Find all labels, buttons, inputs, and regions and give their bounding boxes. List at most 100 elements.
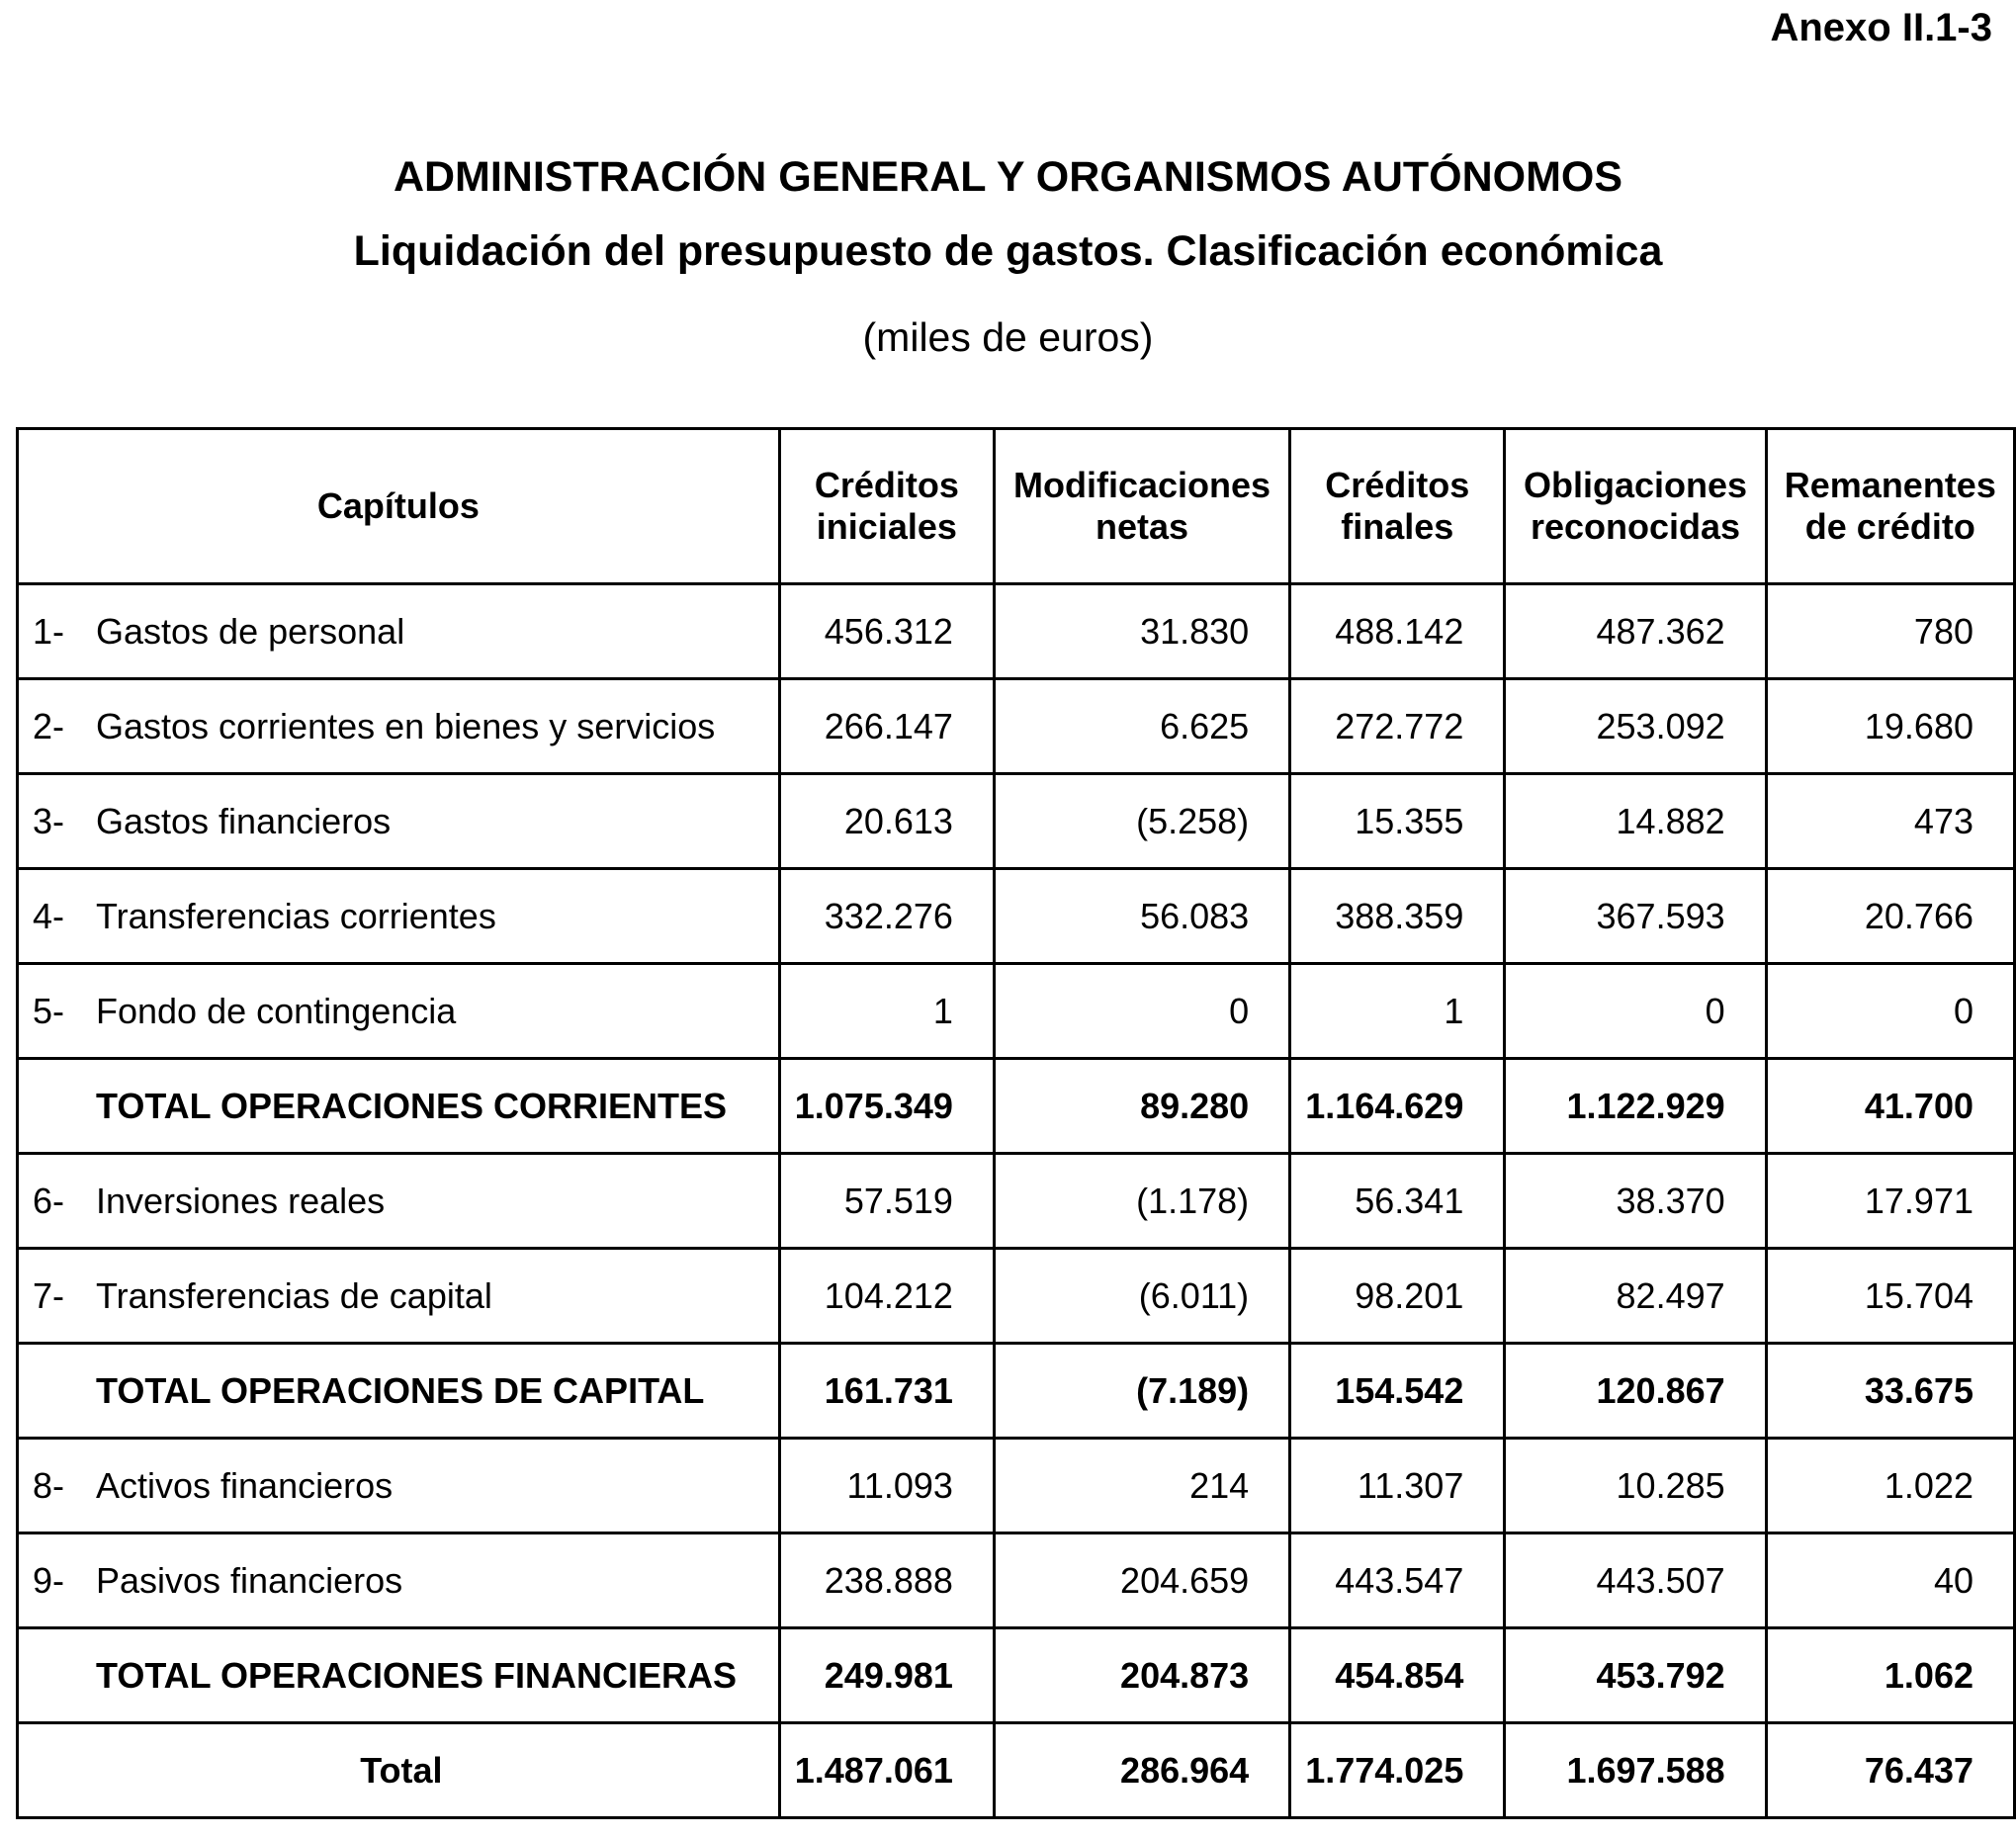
value-cell: 56.083 bbox=[992, 867, 1292, 965]
row-label: Inversiones reales bbox=[96, 1180, 386, 1221]
column-header: Obligaciones reconocidas bbox=[1503, 427, 1768, 585]
value-cell: 332.276 bbox=[777, 867, 996, 965]
column-header: Modificaciones netas bbox=[992, 427, 1292, 585]
total-row: Total 1.487.061 286.964 1.774.025 1.697.588 7… bbox=[16, 1721, 2016, 1819]
value-cell: 0 bbox=[1764, 962, 2016, 1060]
row-label: TOTAL OPERACIONES CORRIENTES bbox=[96, 1085, 728, 1126]
value-cell: 443.507 bbox=[1503, 1532, 1768, 1629]
label-cell: 9- Pasivos financieros bbox=[16, 1532, 781, 1629]
column-header: Remanentes de crédito bbox=[1764, 427, 2016, 585]
row-label: Gastos de personal bbox=[96, 610, 405, 652]
value-cell: 1.487.061 bbox=[777, 1721, 996, 1819]
value-cell: (1.178) bbox=[992, 1152, 1292, 1250]
label-cell: 6- Inversiones reales bbox=[16, 1152, 781, 1250]
row-label: Pasivos financieros bbox=[96, 1559, 403, 1601]
row-number: 7- bbox=[33, 1274, 65, 1316]
label-cell: TOTAL OPERACIONES FINANCIERAS bbox=[16, 1626, 781, 1724]
label-cell: 4- Transferencias corrientes bbox=[16, 867, 781, 965]
value-cell: 31.830 bbox=[992, 582, 1292, 680]
row-number: 3- bbox=[33, 800, 65, 841]
row-number: 1- bbox=[33, 610, 65, 652]
value-cell: 1.062 bbox=[1764, 1626, 2016, 1724]
value-cell: (6.011) bbox=[992, 1247, 1292, 1345]
value-cell: 1.022 bbox=[1764, 1437, 2016, 1534]
row-number: 8- bbox=[33, 1464, 65, 1506]
table-row: TOTAL OPERACIONES DE CAPITAL 161.731 (7.18… bbox=[16, 1342, 2016, 1440]
value-cell: 488.142 bbox=[1288, 582, 1507, 680]
value-cell: 453.792 bbox=[1503, 1626, 1768, 1724]
value-cell: 780 bbox=[1764, 582, 2016, 680]
row-label: TOTAL OPERACIONES DE CAPITAL bbox=[96, 1369, 705, 1411]
value-cell: (7.189) bbox=[992, 1342, 1292, 1440]
value-cell: 1.122.929 bbox=[1503, 1057, 1768, 1155]
label-cell: TOTAL OPERACIONES DE CAPITAL bbox=[16, 1342, 781, 1440]
value-cell: 266.147 bbox=[777, 677, 996, 775]
value-cell: 456.312 bbox=[777, 582, 996, 680]
row-label: Gastos corrientes en bienes y servicios bbox=[96, 705, 716, 746]
row-number: 2- bbox=[33, 705, 65, 746]
value-cell: 89.280 bbox=[992, 1057, 1292, 1155]
value-cell: 38.370 bbox=[1503, 1152, 1768, 1250]
value-cell: 11.093 bbox=[777, 1437, 996, 1534]
value-cell: 82.497 bbox=[1503, 1247, 1768, 1345]
value-cell: 161.731 bbox=[777, 1342, 996, 1440]
value-cell: 443.547 bbox=[1288, 1532, 1507, 1629]
row-label: Gastos financieros bbox=[96, 800, 392, 841]
total-label: Total bbox=[16, 1721, 781, 1819]
value-cell: 249.981 bbox=[777, 1626, 996, 1724]
value-cell: 19.680 bbox=[1764, 677, 2016, 775]
value-cell: 40 bbox=[1764, 1532, 2016, 1629]
table-row: 8- Activos financieros 11.093 214 11.307 10.2… bbox=[16, 1437, 2016, 1534]
table-body: 1- Gastos de personal 456.312 31.830 488.142… bbox=[16, 582, 2016, 1819]
value-cell: 11.307 bbox=[1288, 1437, 1507, 1534]
row-label: Transferencias de capital bbox=[96, 1274, 492, 1316]
table-row: 9- Pasivos financieros 238.888 204.659 443.5… bbox=[16, 1532, 2016, 1629]
title: ADMINISTRACIÓN GENERAL Y ORGANISMOS AUTÓ… bbox=[393, 153, 1623, 201]
units: (miles de euros) bbox=[862, 314, 1154, 360]
row-number: 4- bbox=[33, 895, 65, 936]
value-cell: 473 bbox=[1764, 772, 2016, 870]
value-cell: 1 bbox=[1288, 962, 1507, 1060]
row-label: Transferencias corrientes bbox=[96, 895, 496, 936]
subtitle: Liquidación del presupuesto de gastos. C… bbox=[353, 227, 1663, 275]
label-cell: TOTAL OPERACIONES CORRIENTES bbox=[16, 1057, 781, 1155]
value-cell: 487.362 bbox=[1503, 582, 1768, 680]
value-cell: 214 bbox=[992, 1437, 1292, 1534]
value-cell: 98.201 bbox=[1288, 1247, 1507, 1345]
table-row: 5- Fondo de contingencia 1 0 1 0 0 bbox=[16, 962, 2016, 1060]
column-header: Créditos finales bbox=[1288, 427, 1507, 585]
label-cell: 3- Gastos financieros bbox=[16, 772, 781, 870]
row-number: 5- bbox=[33, 990, 65, 1031]
row-label: Activos financieros bbox=[96, 1464, 394, 1506]
table-row: 6- Inversiones reales 57.519 (1.178) 56.341 3… bbox=[16, 1152, 2016, 1250]
value-cell: 253.092 bbox=[1503, 677, 1768, 775]
row-number: 6- bbox=[33, 1180, 65, 1221]
label-cell: 7- Transferencias de capital bbox=[16, 1247, 781, 1345]
value-cell: 204.659 bbox=[992, 1532, 1292, 1629]
value-cell: 0 bbox=[1503, 962, 1768, 1060]
table-row: 1- Gastos de personal 456.312 31.830 488.142… bbox=[16, 582, 2016, 680]
value-cell: 56.341 bbox=[1288, 1152, 1507, 1250]
value-cell: 33.675 bbox=[1764, 1342, 2016, 1440]
row-number: 9- bbox=[33, 1559, 65, 1601]
table-row: 3- Gastos financieros 20.613 (5.258) 15.355 1… bbox=[16, 772, 2016, 870]
value-cell: 454.854 bbox=[1288, 1626, 1507, 1724]
label-cell: 8- Activos financieros bbox=[16, 1437, 781, 1534]
column-header: Créditos iniciales bbox=[777, 427, 996, 585]
value-cell: 15.704 bbox=[1764, 1247, 2016, 1345]
value-cell: 57.519 bbox=[777, 1152, 996, 1250]
value-cell: 1.164.629 bbox=[1288, 1057, 1507, 1155]
value-cell: 104.212 bbox=[777, 1247, 996, 1345]
table-row: TOTAL OPERACIONES CORRIENTES 1.075.349 89.… bbox=[16, 1057, 2016, 1155]
label-cell: 1- Gastos de personal bbox=[16, 582, 781, 680]
value-cell: (5.258) bbox=[992, 772, 1292, 870]
value-cell: 20.613 bbox=[777, 772, 996, 870]
value-cell: 204.873 bbox=[992, 1626, 1292, 1724]
value-cell: 10.285 bbox=[1503, 1437, 1768, 1534]
column-header: Capítulos bbox=[16, 427, 781, 585]
value-cell: 17.971 bbox=[1764, 1152, 2016, 1250]
value-cell: 6.625 bbox=[992, 677, 1292, 775]
value-cell: 272.772 bbox=[1288, 677, 1507, 775]
value-cell: 20.766 bbox=[1764, 867, 2016, 965]
annex-label: Anexo II.1-3 bbox=[1770, 6, 1992, 49]
